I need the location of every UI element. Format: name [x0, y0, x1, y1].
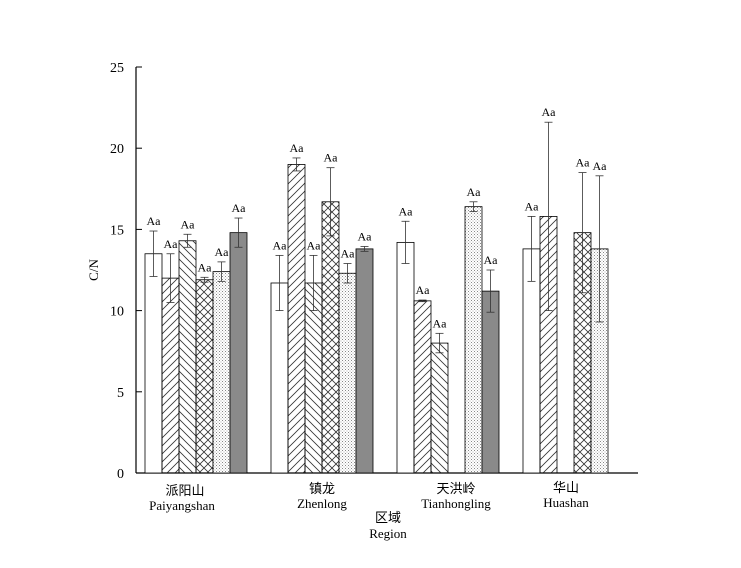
bar: [178, 240, 197, 474]
significance-label: Aa: [484, 253, 499, 267]
significance-label: Aa: [433, 316, 448, 330]
significance-label: Aa: [273, 238, 288, 252]
y-axis-title: C/N: [86, 259, 101, 281]
category-label-en-zhenlong: Zhenlong: [297, 496, 347, 511]
bar: [396, 241, 415, 474]
significance-label: Aa: [593, 159, 608, 173]
y-tick-label: 5: [117, 386, 124, 401]
significance-label: Aa: [215, 245, 230, 259]
y-tick-label: 20: [110, 142, 124, 157]
bar: [229, 232, 248, 474]
significance-label: Aa: [164, 237, 179, 251]
category-label-cn-huashan: 华山: [553, 480, 579, 495]
y-tick-label: 10: [110, 305, 124, 320]
bar: [413, 300, 432, 474]
significance-label: Aa: [181, 217, 196, 231]
significance-label: Aa: [525, 199, 540, 213]
bar: [430, 342, 449, 474]
bar: [321, 201, 340, 474]
y-axis-ticks: 0 5 10 15 20 25: [110, 61, 142, 482]
bar: [270, 282, 289, 474]
category-labels: 派阳山 Paiyangshan 镇龙 Zhenlong 天洪岭 Tianhong…: [149, 480, 589, 513]
bar: [338, 272, 357, 474]
significance-label: Aa: [198, 260, 213, 274]
significance-label: Aa: [416, 283, 431, 297]
y-tick-label: 25: [110, 61, 124, 76]
bar: [522, 248, 541, 474]
category-label-en-paiyangshan: Paiyangshan: [149, 498, 215, 513]
bar: [464, 206, 483, 474]
bar: [481, 290, 500, 474]
category-label-cn-tianhongling: 天洪岭: [436, 481, 475, 496]
y-tick-label: 0: [117, 467, 124, 482]
bar: [144, 253, 163, 474]
category-label-en-tianhongling: Tianhongling: [421, 496, 491, 511]
x-axis-title: 区域: [375, 510, 401, 525]
bar-group: Aa Aa Aa Aa Aa: [396, 185, 500, 474]
significance-label: Aa: [147, 214, 162, 228]
bar-groups: AaAaAaAaAaAaAaAaAaAaAaAaAaAaAaAaAaAaAaAa…: [144, 105, 609, 474]
bar: [287, 164, 306, 474]
bar: [304, 282, 323, 474]
bar: [195, 279, 214, 474]
x-axis-title-en: Region: [369, 526, 407, 541]
significance-label: Aa: [399, 204, 414, 218]
significance-label: Aa: [232, 201, 247, 215]
bar: [161, 277, 180, 474]
category-label-en-huashan: Huashan: [543, 495, 589, 510]
category-label-cn-zhenlong: 镇龙: [309, 481, 335, 496]
significance-label: Aa: [324, 151, 339, 165]
bar: [212, 271, 231, 474]
significance-label: Aa: [358, 229, 373, 243]
category-label-cn-paiyangshan: 派阳山: [165, 483, 204, 498]
significance-label: Aa: [307, 238, 322, 252]
y-tick-label: 15: [110, 223, 124, 238]
bar: [355, 248, 374, 474]
significance-label: Aa: [290, 141, 305, 155]
significance-label: Aa: [467, 185, 482, 199]
significance-label: Aa: [542, 105, 557, 119]
significance-label: Aa: [576, 156, 591, 170]
significance-label: Aa: [341, 247, 356, 261]
